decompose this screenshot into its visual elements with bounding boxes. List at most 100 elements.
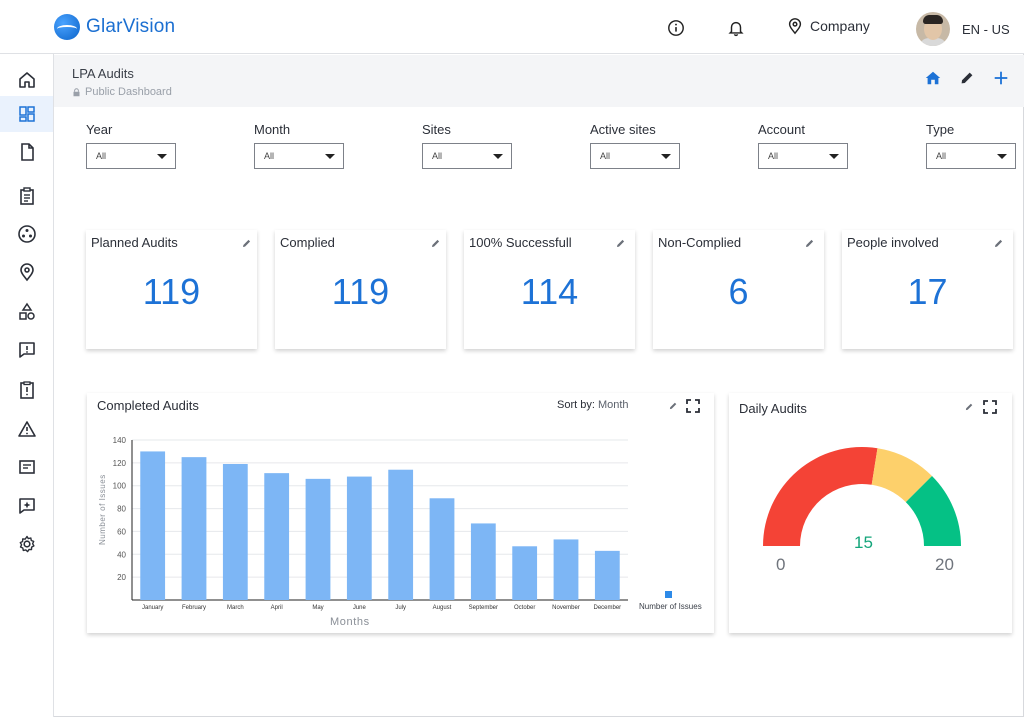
sidebar-item-locations[interactable] bbox=[0, 254, 53, 290]
y-tick-label: 40 bbox=[117, 550, 126, 559]
bar-april bbox=[264, 473, 290, 600]
type-select[interactable]: All bbox=[926, 143, 1016, 169]
sidebar-item-network[interactable] bbox=[0, 216, 53, 252]
sites-select[interactable]: All bbox=[422, 143, 512, 169]
sidebar-item-settings[interactable] bbox=[0, 526, 53, 562]
edit-icon[interactable] bbox=[805, 238, 815, 248]
filter-label: Account bbox=[758, 122, 805, 137]
bar-august bbox=[429, 498, 455, 600]
sidebar-item-audits[interactable] bbox=[0, 178, 53, 214]
caret-down-icon bbox=[157, 153, 167, 159]
bar-february bbox=[181, 457, 207, 600]
legend-swatch bbox=[665, 591, 672, 598]
home-icon bbox=[18, 72, 35, 88]
company-selector[interactable]: Company bbox=[786, 17, 870, 35]
logo-mark-icon bbox=[54, 14, 80, 40]
y-tick-label: 80 bbox=[117, 505, 126, 514]
bar-may bbox=[305, 478, 331, 600]
x-tick-label: December bbox=[593, 605, 621, 611]
completed-audits-panel: Completed Audits Sort by: Month 20 40 60 80… bbox=[87, 393, 714, 633]
sidebar-item-dashboard[interactable] bbox=[0, 96, 53, 132]
kpi-value: 17 bbox=[907, 271, 948, 312]
gauge-band bbox=[763, 447, 878, 546]
add-icon[interactable] bbox=[992, 69, 1010, 87]
gauge-band bbox=[905, 475, 961, 546]
sidebar-item-documents[interactable] bbox=[0, 134, 53, 170]
x-tick-label: June bbox=[353, 605, 367, 611]
kpi-title: Planned Audits bbox=[91, 235, 178, 250]
account-select[interactable]: All bbox=[758, 143, 848, 169]
bell-icon[interactable] bbox=[727, 19, 745, 37]
gauge-band bbox=[871, 448, 933, 503]
x-tick-label: October bbox=[514, 605, 535, 611]
gauge-chart bbox=[763, 447, 961, 546]
clipboard-icon bbox=[19, 187, 34, 205]
sidebar-item-warnings[interactable] bbox=[0, 411, 53, 447]
bar-september bbox=[470, 523, 496, 600]
bar-december bbox=[594, 550, 620, 600]
bar-january bbox=[140, 451, 166, 600]
edit-icon[interactable] bbox=[958, 69, 976, 87]
sidebar-item-issues[interactable] bbox=[0, 372, 53, 408]
sidebar-item-categories[interactable] bbox=[0, 294, 53, 330]
sparkle-icon bbox=[18, 498, 35, 514]
edit-icon[interactable] bbox=[669, 401, 678, 410]
kpi-title: People involved bbox=[847, 235, 939, 250]
x-tick-label: January bbox=[142, 605, 163, 611]
active-sites-select[interactable]: All bbox=[590, 143, 680, 169]
location-pin-icon bbox=[786, 17, 804, 35]
info-icon[interactable] bbox=[667, 19, 685, 37]
year-select[interactable]: All bbox=[86, 143, 176, 169]
x-tick-label: September bbox=[469, 605, 498, 611]
sidebar-item-home[interactable] bbox=[0, 62, 53, 98]
form-icon bbox=[18, 460, 35, 474]
user-avatar[interactable] bbox=[916, 12, 950, 46]
edit-icon[interactable] bbox=[965, 402, 974, 411]
x-tick-label: April bbox=[271, 605, 283, 611]
filter-sites: Sites All bbox=[422, 122, 512, 169]
home-icon[interactable] bbox=[924, 69, 942, 87]
filter-year: Year All bbox=[86, 122, 176, 169]
top-bar: GlarVision Company EN - US bbox=[0, 0, 1024, 54]
sidebar-item-ai[interactable] bbox=[0, 488, 53, 524]
page-subtitle-text: Public Dashboard bbox=[85, 86, 172, 98]
company-label: Company bbox=[810, 18, 870, 34]
filter-label: Type bbox=[926, 122, 955, 137]
edit-icon[interactable] bbox=[242, 238, 252, 248]
kpi-value: 119 bbox=[142, 271, 201, 312]
kpi-card-people-involved: People involved 17 bbox=[842, 230, 1013, 349]
bar-march bbox=[222, 464, 248, 600]
y-axis-title: Number of Issues bbox=[98, 474, 107, 545]
y-tick-label: 60 bbox=[117, 527, 126, 536]
gauge-max: 20 bbox=[935, 555, 954, 574]
bar-june bbox=[346, 476, 372, 600]
app-logo[interactable]: GlarVision bbox=[54, 14, 175, 40]
sidebar-item-feedback[interactable] bbox=[0, 332, 53, 368]
edit-icon[interactable] bbox=[431, 238, 441, 248]
filter-type: Type All bbox=[926, 122, 1016, 169]
y-tick-label: 140 bbox=[113, 436, 127, 445]
kpi-card-complied: Complied 119 bbox=[275, 230, 446, 349]
language-selector[interactable]: EN - US bbox=[962, 22, 1010, 37]
header-actions bbox=[924, 69, 1010, 87]
edit-icon[interactable] bbox=[994, 238, 1004, 248]
page-header: LPA Audits Public Dashboard bbox=[54, 55, 1024, 107]
expand-icon[interactable] bbox=[686, 399, 700, 413]
page-title: LPA Audits bbox=[72, 66, 134, 81]
shapes-icon bbox=[18, 302, 35, 320]
x-tick-label: May bbox=[312, 605, 323, 611]
month-select[interactable]: All bbox=[254, 143, 344, 169]
report-icon bbox=[19, 381, 34, 399]
edit-icon[interactable] bbox=[616, 238, 626, 248]
sidebar-item-forms[interactable] bbox=[0, 449, 53, 485]
kpi-title: 100% Successfull bbox=[469, 235, 572, 250]
feedback-icon bbox=[18, 342, 35, 358]
gauge-value: 15 bbox=[854, 533, 873, 552]
filter-label: Active sites bbox=[590, 122, 656, 137]
sort-by-selector[interactable]: Sort by: Month bbox=[557, 399, 629, 411]
document-icon bbox=[20, 143, 34, 161]
expand-icon[interactable] bbox=[983, 400, 997, 414]
caret-down-icon bbox=[493, 153, 503, 159]
filter-label: Year bbox=[86, 122, 113, 137]
kpi-card-successful: 100% Successfull 114 bbox=[464, 230, 635, 349]
